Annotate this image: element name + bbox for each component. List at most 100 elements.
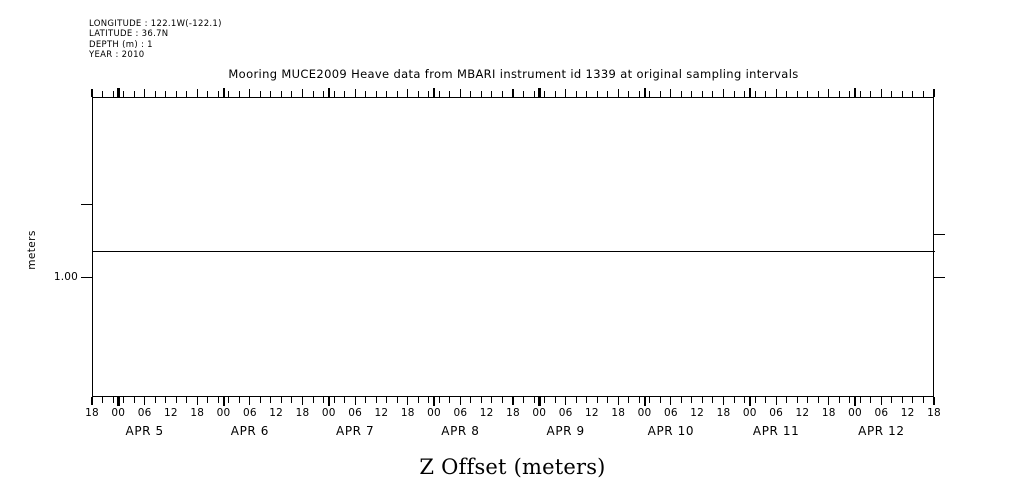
tick-top xyxy=(565,89,567,97)
tick-bottom xyxy=(807,397,809,403)
tick-bottom xyxy=(722,397,725,405)
tick-bottom xyxy=(544,397,546,403)
tick-bottom xyxy=(417,397,419,403)
x-hour-label: 18 xyxy=(506,407,520,419)
tick-left-minor xyxy=(81,203,92,206)
x-hour-label: 12 xyxy=(585,407,599,419)
x-hour-label: 12 xyxy=(479,407,494,419)
tick-bottom xyxy=(586,397,588,403)
tick-bottom xyxy=(312,397,314,403)
metadata-year: YEAR : 2010 xyxy=(89,49,145,60)
tick-bottom-day xyxy=(643,397,646,406)
tick-bottom xyxy=(144,397,146,405)
tick-top-day xyxy=(748,88,751,97)
x-hour-label: 12 xyxy=(900,407,915,419)
tick-top-day xyxy=(854,88,857,97)
tick-bottom xyxy=(817,397,819,403)
tick-bottom xyxy=(649,397,651,403)
tick-bottom xyxy=(449,397,451,403)
tick-bottom xyxy=(459,397,461,405)
x-date-label: APR 5 xyxy=(125,424,164,438)
chart-caption: Z Offset (meters) xyxy=(0,455,1009,479)
tick-bottom xyxy=(301,397,304,405)
tick-bottom xyxy=(659,397,661,403)
tick-bottom xyxy=(912,397,914,403)
tick-bottom xyxy=(249,397,251,405)
tick-bottom xyxy=(680,397,682,403)
tick-bottom xyxy=(744,397,746,403)
tick-bottom xyxy=(512,397,514,405)
chart-title-text: Mooring MUCE2009 Heave data from MBARI i… xyxy=(228,67,799,81)
tick-bottom xyxy=(933,397,935,405)
tick-right-major xyxy=(934,276,945,278)
tick-bottom xyxy=(670,397,672,405)
tick-top-day xyxy=(643,88,646,97)
tick-top xyxy=(196,89,198,97)
x-hour-label: 18 xyxy=(190,407,205,419)
x-date-label: APR 11 xyxy=(752,424,800,438)
tick-bottom-day xyxy=(222,397,225,406)
tick-top xyxy=(933,89,935,97)
tick-top xyxy=(144,89,146,97)
tick-bottom xyxy=(638,397,640,403)
tick-bottom xyxy=(438,397,440,403)
tick-top xyxy=(249,89,251,97)
tick-bottom xyxy=(754,397,756,403)
tick-bottom-day xyxy=(117,397,120,406)
x-hour-label: 12 xyxy=(795,407,810,419)
x-hour-label: 18 xyxy=(295,407,310,419)
tick-bottom xyxy=(880,397,882,405)
x-hour-label: 12 xyxy=(164,407,178,419)
x-hour-label: 18 xyxy=(611,407,626,419)
x-hour-label: 06 xyxy=(137,407,152,419)
tick-bottom xyxy=(123,397,125,403)
x-hour-label: 00 xyxy=(742,407,757,419)
tick-bottom xyxy=(186,397,188,403)
data-trace-line xyxy=(93,251,935,252)
x-hour-label: 00 xyxy=(637,407,652,419)
chart-caption-text: Z Offset (meters) xyxy=(419,455,606,479)
tick-top xyxy=(617,89,619,97)
tick-top xyxy=(880,89,882,97)
tick-bottom xyxy=(291,397,293,403)
metadata-latitude: LATITUDE : 36.7N xyxy=(89,29,169,40)
tick-top xyxy=(670,89,672,97)
tick-bottom xyxy=(523,397,525,403)
tick-bottom xyxy=(533,397,535,403)
tick-bottom xyxy=(628,397,630,403)
tick-bottom xyxy=(786,397,788,403)
tick-top xyxy=(775,89,777,97)
x-hour-label: 18 xyxy=(716,407,731,419)
x-hour-label: 12 xyxy=(690,407,705,419)
x-hour-label: 12 xyxy=(374,407,389,419)
tick-bottom xyxy=(849,397,851,403)
tick-bottom xyxy=(165,397,167,403)
tick-bottom xyxy=(154,397,156,403)
tick-bottom xyxy=(207,397,209,403)
tick-bottom xyxy=(354,397,356,405)
tick-top xyxy=(407,89,409,97)
tick-top-day xyxy=(538,88,541,97)
tick-bottom xyxy=(565,397,567,405)
tick-bottom xyxy=(407,397,409,405)
tick-bottom xyxy=(470,397,472,403)
tick-top-day xyxy=(327,88,330,97)
x-hour-label: 00 xyxy=(321,407,336,419)
tick-bottom xyxy=(228,397,230,403)
tick-top xyxy=(512,89,514,97)
x-date-label: APR 9 xyxy=(546,424,585,438)
tick-bottom xyxy=(828,397,830,405)
tick-bottom xyxy=(596,397,598,403)
tick-bottom xyxy=(491,397,493,403)
x-hour-label: 00 xyxy=(532,407,547,419)
x-hour-label: 00 xyxy=(111,407,126,419)
tick-bottom xyxy=(922,397,924,403)
tick-bottom xyxy=(323,397,325,403)
tick-top xyxy=(301,89,304,97)
x-hour-label: 18 xyxy=(927,407,941,419)
tick-bottom xyxy=(554,397,556,403)
tick-bottom xyxy=(238,397,240,403)
x-hour-label: 06 xyxy=(663,407,678,419)
tick-bottom xyxy=(365,397,367,403)
